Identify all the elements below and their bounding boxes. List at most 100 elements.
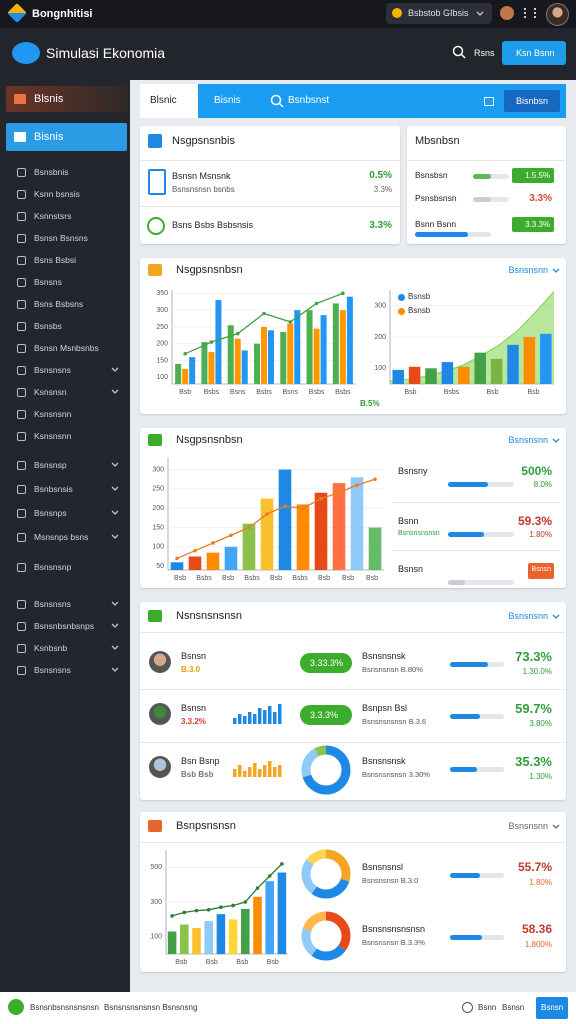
sidebar-label[interactable]: Bsnbsnsis bbox=[34, 484, 73, 494]
chart-note: B.5% bbox=[360, 399, 380, 408]
trend-point bbox=[235, 331, 240, 336]
trend-point bbox=[280, 862, 284, 866]
divider bbox=[140, 742, 566, 743]
sidebar-label[interactable]: Bsnsnsns bbox=[34, 665, 71, 675]
status-dot bbox=[392, 8, 402, 18]
sidebar-icon bbox=[17, 533, 26, 542]
divider bbox=[140, 632, 566, 633]
row-title: Bsnsnsnsk bbox=[362, 756, 406, 766]
sidebar-label[interactable]: Bsnsnsnp bbox=[34, 562, 72, 572]
sidebar-label[interactable]: Bsnsbnis bbox=[34, 167, 69, 177]
progress-track bbox=[473, 197, 509, 202]
chevron bbox=[552, 824, 560, 829]
brand: Bongnhitisi bbox=[32, 8, 93, 20]
footer-logo bbox=[8, 999, 24, 1015]
header bbox=[0, 28, 576, 80]
sidebar-label[interactable]: Bsnsn Msnbsnbs bbox=[34, 343, 99, 353]
list-value: 59.3% bbox=[517, 514, 552, 528]
y-tick-label: 300 bbox=[150, 899, 162, 906]
sidebar-icon bbox=[17, 666, 26, 675]
card-link: Bsnsnsnn bbox=[508, 435, 548, 445]
footer-link[interactable]: Bsnsn bbox=[502, 1003, 525, 1012]
row-subtitle: Bsnsnsnsnsn B.3.6 bbox=[362, 717, 427, 726]
sidebar-label[interactable]: Bsnsnps bbox=[34, 508, 67, 518]
sidebar-label[interactable]: Bsnsns bbox=[34, 277, 62, 287]
y-tick-label: 150 bbox=[156, 357, 168, 364]
performance-card bbox=[140, 258, 566, 414]
trend-point bbox=[229, 533, 233, 538]
sidebar-label[interactable]: Ksnsnsnn bbox=[34, 409, 72, 419]
tab-icon bbox=[484, 97, 494, 106]
spark-bar bbox=[268, 761, 272, 777]
sidebar-label[interactable]: Ksnn bsnsis bbox=[34, 189, 80, 199]
person-badge-label: 3.33.3% bbox=[310, 658, 344, 668]
sidebar-label[interactable]: Bsns Bsbsi bbox=[34, 255, 77, 265]
list-sub-value: 8.0% bbox=[533, 480, 552, 489]
footer-link[interactable]: Bsnn bbox=[478, 1003, 497, 1012]
trend-point bbox=[373, 477, 377, 482]
tab[interactable] bbox=[140, 84, 198, 118]
person-name: Bsn Bsnp bbox=[181, 756, 220, 766]
header-link[interactable]: Rsns bbox=[474, 48, 495, 58]
spark-bar bbox=[263, 765, 267, 777]
card-link: Bsnsnsnn bbox=[508, 821, 548, 831]
user-icon bbox=[500, 6, 514, 20]
sidebar-label[interactable]: Bsns Bsbsns bbox=[34, 299, 84, 309]
x-tick-label: Bsb bbox=[318, 575, 330, 582]
bar bbox=[224, 546, 238, 570]
person-name: Bsnsn bbox=[181, 651, 207, 661]
sidebar-label[interactable]: Bsnsnsns bbox=[34, 365, 71, 375]
sidebar-label[interactable]: Ksnsnsn bbox=[34, 387, 67, 397]
sidebar-label[interactable]: Bsnsnsns bbox=[34, 599, 71, 609]
avatar bbox=[149, 651, 171, 673]
bar bbox=[332, 303, 339, 384]
row-sub-value: 3.3% bbox=[373, 185, 392, 194]
y-tick-label: 200 bbox=[152, 505, 164, 512]
card-title: Nsgpsnsnbis bbox=[172, 135, 235, 147]
sidebar-label[interactable]: Bsnsn Bsnsns bbox=[34, 233, 88, 243]
sidebar-icon bbox=[17, 509, 26, 518]
sidebar-label[interactable]: Ksnsnsnn bbox=[34, 431, 72, 441]
bar bbox=[408, 366, 421, 384]
trend-point bbox=[267, 874, 272, 878]
footer-button[interactable] bbox=[536, 997, 568, 1019]
y-tick-label: 250 bbox=[156, 324, 168, 331]
header-button[interactable] bbox=[502, 41, 566, 65]
status-pill bbox=[386, 3, 492, 24]
bar bbox=[228, 919, 238, 954]
sidebar-icon bbox=[17, 388, 26, 397]
bar-line-chart: 100 150 200 250 300 350 Bsb Bsbs Bsns Bsbs Bsns Bsb… bbox=[156, 290, 356, 396]
tab-active-label[interactable]: Bisnis bbox=[214, 95, 241, 106]
sidebar-label[interactable]: Ksnnstsrs bbox=[34, 211, 72, 221]
spark-bar bbox=[233, 769, 237, 777]
bar bbox=[523, 337, 536, 384]
sidebar bbox=[0, 80, 130, 992]
person-detail: B.3.0 bbox=[181, 665, 201, 674]
sidebar-label[interactable]: Bsnsbs bbox=[34, 321, 62, 331]
row-value: 73.3% bbox=[515, 649, 552, 664]
spark-bar bbox=[238, 765, 242, 777]
tab-button[interactable] bbox=[504, 90, 560, 112]
sidebar-label[interactable]: Ksnbsnb bbox=[34, 643, 68, 653]
trend-point bbox=[247, 525, 251, 530]
avatar bbox=[149, 703, 171, 725]
metric-badge bbox=[512, 217, 554, 232]
y-tick-label: 100 bbox=[150, 934, 162, 941]
bar bbox=[339, 310, 346, 384]
sidebar-label[interactable]: Msnsnps bsns bbox=[34, 532, 89, 542]
bar bbox=[241, 908, 250, 954]
sidebar-label[interactable]: Bsnsnsp bbox=[34, 460, 67, 470]
bar bbox=[313, 328, 320, 384]
tab-label: Blsnic bbox=[150, 95, 177, 106]
status-text: Bsbstob GIbsis bbox=[408, 8, 469, 18]
sidebar-label[interactable]: Bsnsnbsnbsnps bbox=[34, 621, 95, 631]
chevron bbox=[111, 623, 119, 628]
donut-chart bbox=[301, 849, 351, 899]
sidebar-item-highlight[interactable] bbox=[6, 86, 128, 112]
metric-badge-label: 3.3.3% bbox=[525, 220, 550, 229]
bar bbox=[189, 357, 196, 384]
sidebar-item-active[interactable] bbox=[6, 123, 127, 151]
trend-point bbox=[283, 504, 287, 509]
divider bbox=[140, 689, 566, 690]
donut-segment bbox=[301, 849, 351, 899]
